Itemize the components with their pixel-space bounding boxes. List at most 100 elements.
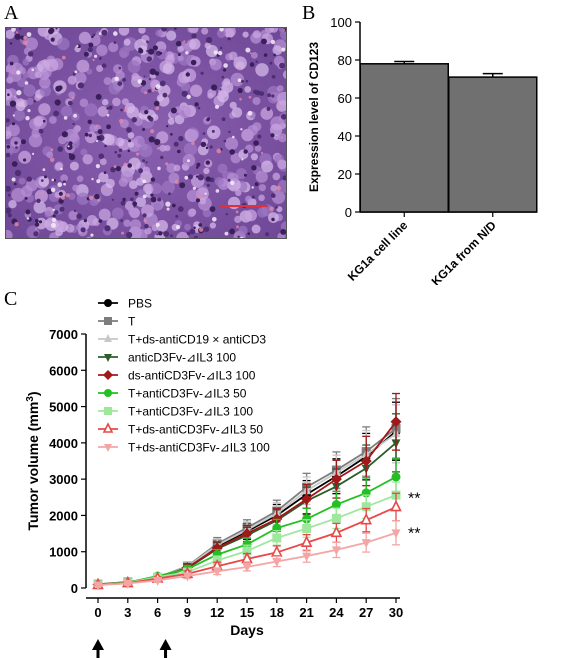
cell [123,219,131,227]
nucleus [219,46,223,50]
x-tick-label: 30 [389,605,403,620]
nucleus [14,141,18,145]
panel-label-c: C [4,288,18,310]
nucleus [77,82,85,89]
nucleus [118,66,122,70]
nucleus [195,175,199,178]
nucleus [128,139,131,143]
nucleus [206,118,210,122]
nucleus [148,136,155,143]
cell [64,129,79,143]
clear-space [25,116,30,121]
nucleus [38,220,43,224]
nucleus [57,85,63,91]
cell [57,37,70,51]
nucleus [203,226,210,233]
nucleus [222,68,227,72]
cell [209,222,216,229]
nucleus [193,226,196,230]
nucleus [126,127,132,133]
cell [245,195,252,203]
nucleus [33,231,39,237]
clear-space [16,70,21,75]
cell [86,236,92,238]
cell [76,175,84,182]
nucleus [153,100,160,107]
erythrocyte [216,148,222,154]
nucleus [24,197,28,200]
nucleus [7,213,12,218]
cell [74,72,87,85]
clear-space [63,116,68,120]
nucleus [153,237,156,238]
nucleus [221,117,226,122]
nucleus [243,173,247,177]
cell [272,172,281,181]
x-axis-label: Days [230,622,264,638]
nucleus [249,62,255,67]
cell [176,231,189,238]
nucleus [257,134,262,139]
nucleus [189,228,196,235]
cell [121,98,129,106]
bar [359,63,449,213]
cell [228,51,238,61]
erythrocyte [88,195,94,200]
arrow-head [159,639,172,650]
nucleus [21,139,26,145]
nucleus [97,129,103,135]
y-tick-label: 1000 [49,545,78,560]
nucleus [271,94,275,98]
cell [166,30,177,41]
erythrocyte [261,151,264,155]
nucleus [229,37,232,40]
cell [128,206,138,216]
nucleus [66,144,73,150]
y-tick-label: 80 [338,53,352,68]
nucleus [171,203,176,208]
marker [361,502,371,512]
erythrocyte [61,196,65,200]
cell [101,98,109,106]
erythrocyte [35,228,38,230]
marker [104,334,112,342]
nucleus [68,153,72,156]
y-tick-label: 7000 [49,327,78,342]
cell [8,200,17,209]
erythrocyte [197,194,203,199]
nucleus [150,193,154,197]
nucleus [202,132,206,135]
nucleus [200,141,207,148]
nucleus [103,171,107,175]
cell [156,220,169,232]
cell [33,116,44,127]
nucleus [106,124,111,130]
clear-space [90,233,94,237]
cell [153,202,162,211]
y-tick-label: 6000 [49,363,78,378]
cell [127,132,135,139]
nucleus [225,213,229,216]
cell [252,30,261,39]
nucleus [42,119,46,123]
cell [221,80,229,87]
line-chart: 0 1000 2000 3000 4000 5000 6000 7000 0 3 6 9 12 15 18 2… [25,297,420,658]
x-tick-label: 12 [210,605,224,620]
nucleus [9,61,14,66]
clear-space [16,90,22,96]
marker [302,552,312,562]
cell [34,71,42,79]
clear-space [245,47,251,53]
cell [131,72,140,81]
nucleus [227,178,231,182]
x-tick-label: 3 [124,605,131,620]
cell [98,172,109,183]
nucleus [9,42,13,45]
cell [123,38,131,46]
erythrocyte [49,157,55,163]
clear-space [42,168,46,172]
clear-space [67,145,70,148]
cell [112,97,121,107]
cell [38,103,51,116]
nucleus [58,198,64,204]
